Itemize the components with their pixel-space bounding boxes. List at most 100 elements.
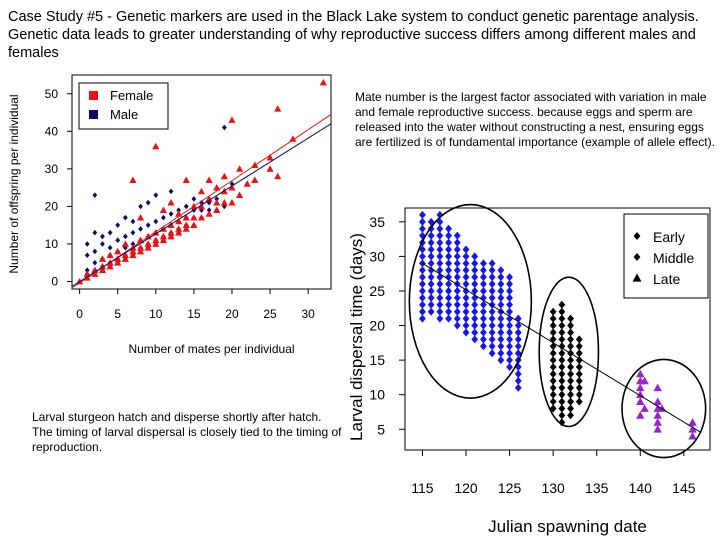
larval-dispersal-note: Larval sturgeon hatch and disperse short… xyxy=(32,410,342,454)
male-point xyxy=(153,218,159,225)
male-point xyxy=(84,241,90,247)
early-point xyxy=(453,314,461,323)
early-point xyxy=(471,314,479,323)
female-point xyxy=(235,191,244,199)
female-point xyxy=(106,262,114,270)
x-tick-label: 0 xyxy=(76,307,83,321)
early-point xyxy=(419,314,426,323)
early-point xyxy=(453,273,461,282)
female-point xyxy=(167,229,175,236)
female-point xyxy=(182,214,190,221)
x-tick-label: 130 xyxy=(541,480,565,496)
middle-point xyxy=(558,390,566,399)
early-point xyxy=(436,307,444,316)
male-point xyxy=(221,124,227,131)
middle-point xyxy=(558,328,566,337)
female-point xyxy=(144,244,152,251)
early-point xyxy=(480,266,487,275)
early-point xyxy=(488,328,496,337)
early-point xyxy=(453,321,461,330)
plot-frame xyxy=(71,74,332,290)
middle-point xyxy=(567,342,574,351)
female-point xyxy=(98,255,107,262)
female-point xyxy=(114,247,122,255)
early-point xyxy=(506,349,513,358)
late-legend-symbol xyxy=(632,273,642,282)
legend-box xyxy=(78,82,169,130)
early-point xyxy=(453,307,461,316)
early-point xyxy=(506,335,513,344)
late-point xyxy=(640,376,649,385)
middle-point xyxy=(558,363,566,372)
male-point xyxy=(92,248,98,255)
early-point xyxy=(506,328,513,337)
early-point xyxy=(497,273,505,282)
trend-line xyxy=(422,262,702,434)
early-point xyxy=(445,300,452,309)
female-point xyxy=(129,247,137,255)
x-tick-label: 5 xyxy=(114,307,121,321)
early-point xyxy=(419,307,426,316)
male-point xyxy=(206,207,212,213)
female-point xyxy=(175,217,183,225)
female-point xyxy=(114,259,122,266)
middle-point xyxy=(558,397,566,406)
female-point xyxy=(98,266,107,274)
female-point xyxy=(98,262,107,270)
middle-point xyxy=(549,349,557,358)
middle-point xyxy=(558,349,566,358)
male-point xyxy=(199,199,204,206)
middle-point xyxy=(575,397,583,406)
female-point xyxy=(190,214,198,221)
middle-point xyxy=(567,363,574,372)
early-point xyxy=(488,286,496,295)
early-point xyxy=(514,349,522,358)
early-point xyxy=(471,273,479,282)
female-point xyxy=(182,176,190,184)
female-point xyxy=(167,221,175,229)
early-point xyxy=(488,293,496,302)
early-point xyxy=(453,293,461,302)
early-point xyxy=(514,342,522,351)
female-point xyxy=(152,142,160,150)
middle-point xyxy=(575,383,583,392)
male-point xyxy=(138,226,143,232)
early-point xyxy=(514,335,522,344)
early-point xyxy=(436,266,444,275)
early-point xyxy=(419,266,426,275)
middle-point xyxy=(549,383,557,392)
early-point xyxy=(506,363,513,372)
middle-point xyxy=(558,335,566,344)
early-point xyxy=(445,259,452,268)
middle-point xyxy=(558,383,566,392)
mate-number-note: Mate number is the largest factor associ… xyxy=(355,90,715,149)
early-point xyxy=(453,245,461,254)
early-point xyxy=(480,280,487,289)
middle-point xyxy=(558,300,566,309)
male-point xyxy=(138,203,143,210)
early-point xyxy=(419,210,426,219)
early-point xyxy=(497,286,505,295)
early-point xyxy=(445,231,452,240)
late-point xyxy=(653,411,662,419)
female-point xyxy=(228,199,236,206)
middle-point xyxy=(558,314,566,323)
male-point xyxy=(92,259,98,266)
early-point xyxy=(427,286,435,295)
early-point xyxy=(506,293,513,302)
early-point xyxy=(480,328,487,337)
early-point xyxy=(497,300,505,309)
early-point xyxy=(419,300,426,309)
middle-point xyxy=(558,356,566,365)
female-legend-label: Female xyxy=(110,88,153,103)
middle-point xyxy=(549,404,557,413)
early-point xyxy=(462,328,470,337)
early-point xyxy=(453,231,461,240)
female-point xyxy=(159,236,168,244)
early-point xyxy=(436,238,444,247)
early-point xyxy=(506,286,513,295)
female-point xyxy=(152,236,160,244)
middle-point xyxy=(549,363,557,372)
middle-point xyxy=(575,335,583,344)
male-point xyxy=(206,199,212,206)
